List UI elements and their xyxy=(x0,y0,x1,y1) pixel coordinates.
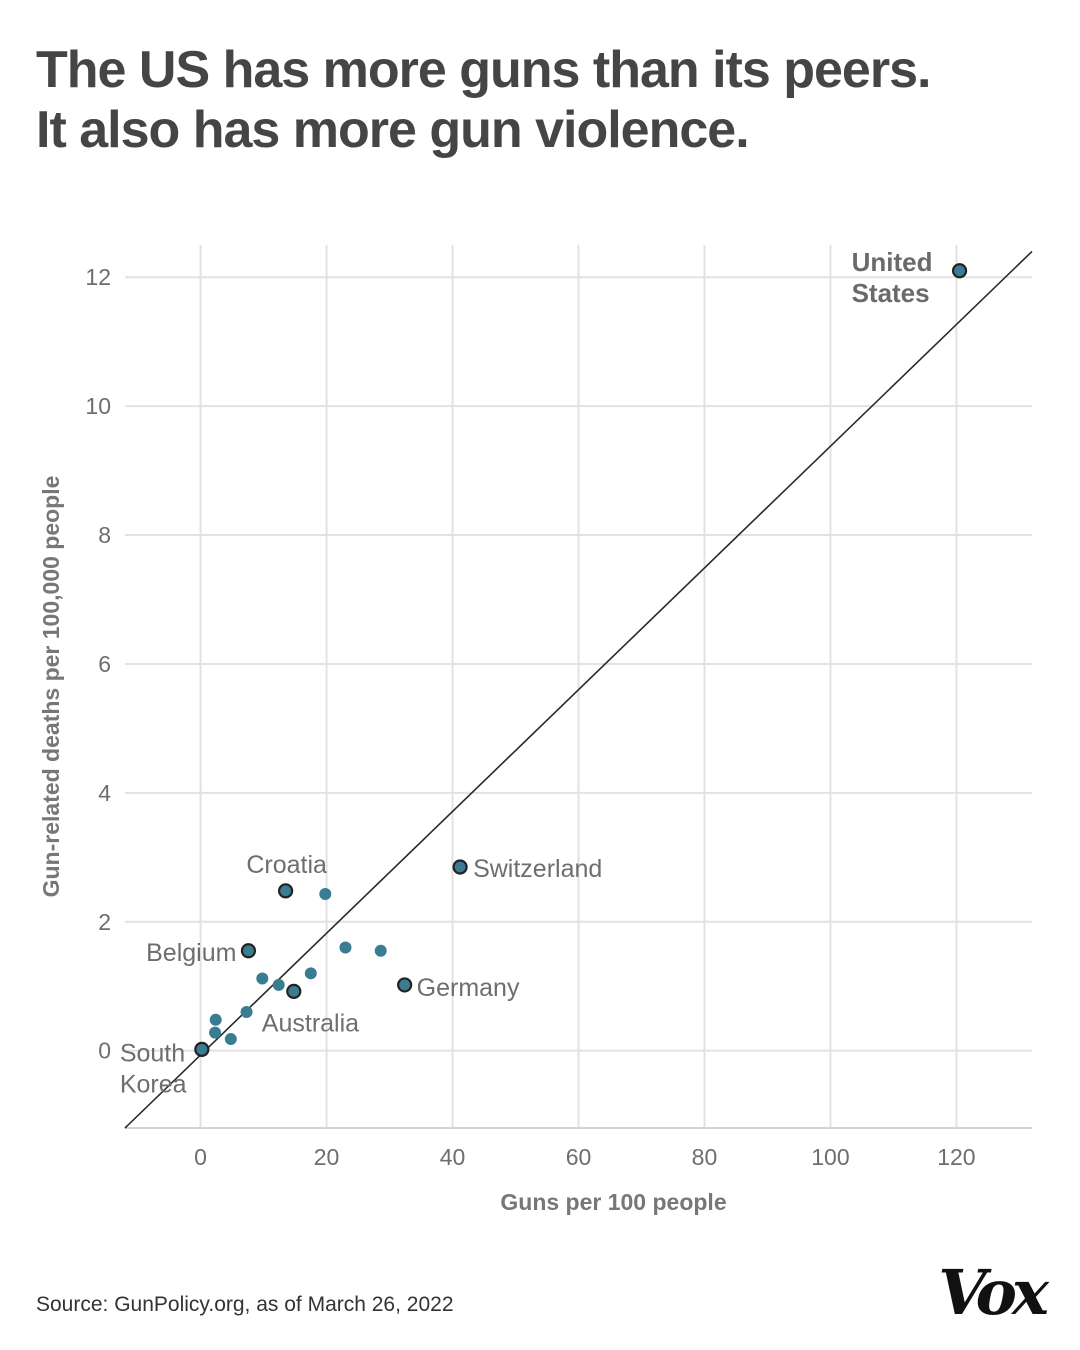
x-tick-label: 0 xyxy=(194,1144,207,1170)
data-point xyxy=(304,967,317,980)
x-tick-label: 40 xyxy=(440,1144,466,1170)
chart-title: The US has more guns than its peers. It … xyxy=(36,40,1046,160)
data-point xyxy=(209,1026,222,1039)
x-tick-label: 120 xyxy=(937,1144,975,1170)
x-tick-label: 80 xyxy=(692,1144,718,1170)
point-label-belgium: Belgium xyxy=(146,939,236,967)
data-point xyxy=(256,972,269,985)
point-label-south-korea: South Korea xyxy=(120,1039,187,1098)
point-label-line: South xyxy=(120,1039,185,1067)
x-axis-title: Guns per 100 people xyxy=(500,1189,726,1215)
x-tick-label: 60 xyxy=(566,1144,592,1170)
data-point-croatia xyxy=(278,883,294,899)
y-tick-label: 10 xyxy=(85,393,111,419)
point-label-australia: Australia xyxy=(262,1009,359,1037)
y-tick-label: 2 xyxy=(98,909,111,935)
y-tick-label: 4 xyxy=(98,780,111,806)
y-tick-label: 0 xyxy=(98,1038,111,1064)
data-point-south-korea xyxy=(194,1041,210,1057)
y-tick-label: 6 xyxy=(98,651,111,677)
data-point-australia xyxy=(286,983,302,999)
data-point-germany xyxy=(397,977,413,993)
source-note: Source: GunPolicy.org, as of March 26, 2… xyxy=(36,1293,454,1316)
data-point-united-states xyxy=(951,263,968,279)
point-label-united-states: United States xyxy=(852,247,933,308)
point-label-line: Korea xyxy=(120,1070,187,1098)
data-point xyxy=(272,978,285,991)
point-label-line: States xyxy=(852,278,930,308)
point-label-croatia: Croatia xyxy=(246,851,327,879)
data-point xyxy=(240,1005,253,1018)
data-point xyxy=(374,944,387,957)
x-tick-label: 100 xyxy=(811,1144,849,1170)
point-label-germany: Germany xyxy=(417,974,520,1002)
point-label-switzerland: Switzerland xyxy=(473,855,602,883)
y-tick-label: 8 xyxy=(98,522,111,548)
data-point-belgium xyxy=(240,943,257,959)
data-point xyxy=(319,888,332,901)
data-point xyxy=(209,1013,222,1026)
data-point xyxy=(224,1033,237,1046)
title-line-2: It also has more gun violence. xyxy=(36,101,750,159)
vox-logo: Vox xyxy=(938,1256,1049,1329)
y-axis-title: Gun-related deaths per 100,000 people xyxy=(38,476,64,898)
y-tick-label: 12 xyxy=(85,264,111,290)
point-label-line: United xyxy=(852,247,933,277)
data-point xyxy=(339,941,352,954)
title-line-1: The US has more guns than its peers. xyxy=(36,41,931,99)
data-point-switzerland xyxy=(452,859,468,875)
x-tick-label: 20 xyxy=(314,1144,340,1170)
